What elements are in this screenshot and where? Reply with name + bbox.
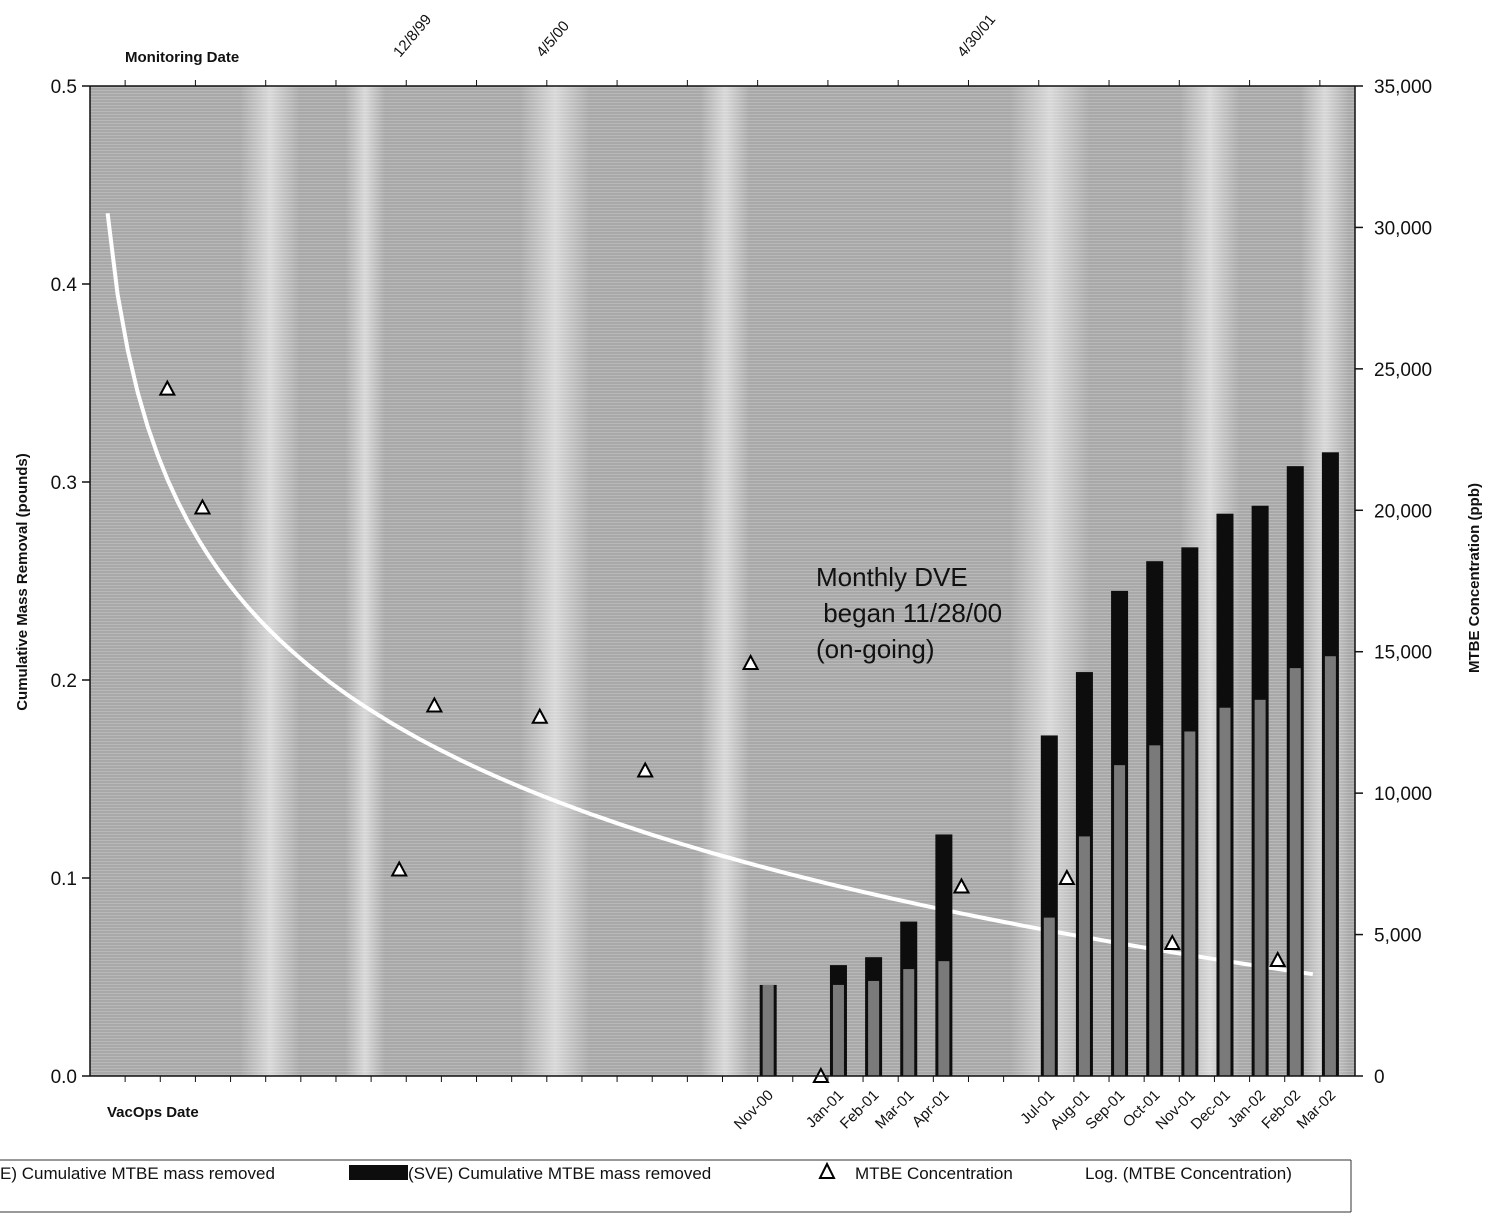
right-tick-label: 20,000 <box>1374 501 1432 522</box>
top-tick-label: 4/5/00 <box>533 18 573 61</box>
left-tick-label: 0.1 <box>51 869 77 890</box>
category-label: Dec-01 <box>1188 1087 1234 1133</box>
concentration-marker <box>741 653 760 671</box>
dve-bar <box>1289 668 1301 1076</box>
concentration-marker <box>952 877 971 894</box>
concentration-marker <box>1269 950 1287 968</box>
category-label: Feb-01 <box>837 1087 883 1133</box>
left-tick-label: 0.2 <box>51 671 77 692</box>
texture-streak <box>520 86 590 1076</box>
dve-bar <box>1219 707 1231 1076</box>
legend-dve-label: E) Cumulative MTBE mass removed <box>0 1164 275 1183</box>
right-tick-label: 0 <box>1374 1067 1385 1088</box>
top-tick-label: 4/30/01 <box>954 11 999 60</box>
dve-bar <box>1184 731 1196 1076</box>
concentration-marker <box>193 498 212 515</box>
bottom-axis-title: VacOps Date <box>107 1104 199 1121</box>
texture-streak <box>345 86 385 1076</box>
annotation-line-2: began 11/28/00 <box>816 598 1002 628</box>
legend-trendline-label: Log. (MTBE Concentration) <box>1085 1164 1292 1183</box>
top-axis-title: Monitoring Date <box>125 49 239 66</box>
texture-streak <box>240 86 300 1076</box>
right-tick-label: 30,000 <box>1374 218 1432 239</box>
left-tick-label: 0.5 <box>51 77 77 98</box>
concentration-marker <box>390 860 408 877</box>
dve-bar <box>1043 917 1055 1076</box>
category-label: Sep-01 <box>1082 1087 1128 1133</box>
dve-bar <box>762 984 774 1076</box>
left-tick-label: 0.3 <box>51 473 77 494</box>
concentration-marker <box>636 761 654 778</box>
dve-bar <box>1149 745 1161 1076</box>
legend: E) Cumulative MTBE mass removed (SVE) Cu… <box>0 1159 1352 1213</box>
category-label: Apr-01 <box>909 1087 953 1131</box>
legend-sve-label: (SVE) Cumulative MTBE mass removed <box>408 1164 711 1183</box>
bars-group <box>759 452 1339 1076</box>
dve-bar <box>903 969 915 1076</box>
dve-bar <box>1254 699 1266 1076</box>
dve-bar <box>1078 836 1090 1076</box>
top-tick-label: 12/8/99 <box>390 11 435 60</box>
left-axis-title: Cumulative Mass Removal (pounds) <box>14 453 31 711</box>
left-tick-label: 0.4 <box>51 275 78 296</box>
concentration-marker <box>425 696 444 713</box>
dve-bar <box>1114 765 1126 1076</box>
dve-bar <box>868 980 880 1076</box>
concentration-marker <box>158 379 176 396</box>
dve-bar <box>832 984 844 1076</box>
right-tick-label: 35,000 <box>1374 77 1432 98</box>
left-tick-label: 0.0 <box>51 1067 77 1088</box>
category-label: Mar-02 <box>1294 1087 1340 1133</box>
legend-concentration-label: MTBE Concentration <box>855 1164 1013 1183</box>
category-label: Mar-01 <box>872 1087 918 1133</box>
concentration-marker <box>531 707 549 724</box>
legend-sve-swatch <box>349 1165 408 1180</box>
concentration-marker <box>1058 868 1076 885</box>
right-tick-label: 5,000 <box>1374 926 1422 947</box>
texture-streak <box>700 86 750 1076</box>
dve-bar <box>938 961 950 1076</box>
right-tick-label: 15,000 <box>1374 643 1432 664</box>
category-label: Nov-00 <box>731 1087 777 1133</box>
concentration-marker <box>1163 933 1181 951</box>
annotation-line-3: (on-going) <box>816 634 935 664</box>
annotation-line-1: Monthly DVE <box>816 562 968 592</box>
category-label: Feb-02 <box>1258 1087 1304 1133</box>
right-tick-label: 10,000 <box>1374 784 1432 805</box>
dve-bar <box>1324 656 1336 1076</box>
right-axis-title: MTBE Concentration (ppb) <box>1466 483 1483 673</box>
legend-triangle-icon <box>818 1161 836 1179</box>
right-tick-label: 25,000 <box>1374 360 1432 381</box>
